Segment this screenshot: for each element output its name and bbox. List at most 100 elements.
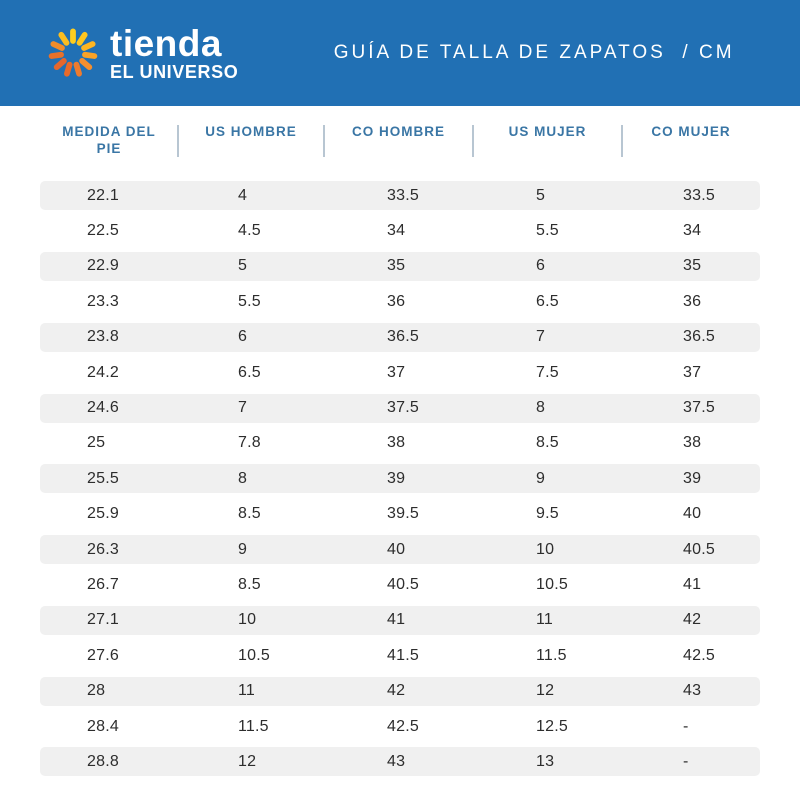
table-row: 27.1 10 41 11 42 bbox=[40, 603, 760, 638]
table-row: 28.8 12 43 13 - bbox=[40, 744, 760, 779]
table-row: 24.6 7 37.5 8 37.5 bbox=[40, 390, 760, 425]
table-cell: 38 bbox=[387, 434, 406, 452]
table-cell: 6 bbox=[238, 328, 248, 346]
column-header-medida-del-pie: MEDIDA DEL PIE bbox=[62, 124, 156, 156]
brand-wordmark: tienda EL UNIVERSO bbox=[110, 25, 238, 81]
table-row: 25.9 8.5 39.5 9.5 40 bbox=[40, 497, 760, 532]
table-cell: 39 bbox=[683, 469, 702, 487]
table-cell: 38 bbox=[683, 434, 702, 452]
table-row: 23.3 5.5 36 6.5 36 bbox=[40, 284, 760, 319]
table-row: 25 7.8 38 8.5 38 bbox=[40, 426, 760, 461]
column-header-us-hombre: US HOMBRE bbox=[205, 124, 297, 139]
table-cell: 41 bbox=[683, 575, 702, 593]
table-cell: 34 bbox=[683, 222, 702, 240]
table-cell: 28.8 bbox=[87, 752, 119, 770]
table-cell: 23.8 bbox=[87, 328, 119, 346]
table-cell: 39.5 bbox=[387, 505, 419, 523]
table-row-band: 26.7 8.5 40.5 10.5 41 bbox=[40, 570, 760, 599]
table-cell: 37 bbox=[683, 363, 702, 381]
header-divider bbox=[323, 125, 325, 157]
table-cell: 36 bbox=[387, 292, 406, 310]
table-cell: 7 bbox=[536, 328, 546, 346]
table-cell: 8 bbox=[536, 399, 546, 417]
table-cell: 5 bbox=[536, 186, 546, 204]
table-row: 24.2 6.5 37 7.5 37 bbox=[40, 355, 760, 390]
table-cell: 35 bbox=[387, 257, 406, 275]
header-divider bbox=[621, 125, 623, 157]
table-cell: 26.3 bbox=[87, 540, 119, 558]
table-cell: 43 bbox=[387, 752, 406, 770]
size-table-body: 22.1 4 33.5 5 33.5 22.5 4.5 34 5.5 34 22.9 5 35 6 35 23… bbox=[40, 178, 760, 780]
table-cell: 25 bbox=[87, 434, 106, 452]
table-row-band: 25.9 8.5 39.5 9.5 40 bbox=[40, 500, 760, 529]
table-cell: 5 bbox=[238, 257, 248, 275]
table-cell: 5.5 bbox=[238, 292, 261, 310]
table-row-band: 28.4 11.5 42.5 12.5 - bbox=[40, 712, 760, 741]
table-row: 26.7 8.5 40.5 10.5 41 bbox=[40, 567, 760, 602]
sun-logo-icon bbox=[48, 28, 98, 77]
table-row-band: 26.3 9 40 10 40.5 bbox=[40, 535, 760, 565]
table-row-band: 25.5 8 39 9 39 bbox=[40, 464, 760, 494]
table-row-band: 22.9 5 35 6 35 bbox=[40, 251, 760, 281]
table-cell: - bbox=[683, 717, 689, 735]
table-row: 28.4 11.5 42.5 12.5 - bbox=[40, 709, 760, 744]
table-row: 22.9 5 35 6 35 bbox=[40, 249, 760, 284]
table-cell: 10 bbox=[238, 611, 257, 629]
table-cell: 8.5 bbox=[238, 575, 261, 593]
table-cell: 6.5 bbox=[536, 292, 559, 310]
table-row: 23.8 6 36.5 7 36.5 bbox=[40, 320, 760, 355]
table-row-band: 24.6 7 37.5 8 37.5 bbox=[40, 393, 760, 423]
table-cell: 37.5 bbox=[387, 399, 419, 417]
table-cell: 42 bbox=[387, 682, 406, 700]
table-cell: 42 bbox=[683, 611, 702, 629]
top-banner: tienda EL UNIVERSO GUÍA DE TALLA DE ZAPA… bbox=[0, 0, 800, 106]
table-cell: 41 bbox=[387, 611, 406, 629]
brand-name-top: tienda bbox=[110, 23, 222, 64]
table-row: 27.6 10.5 41.5 11.5 42.5 bbox=[40, 638, 760, 673]
table-row-band: 23.8 6 36.5 7 36.5 bbox=[40, 322, 760, 352]
table-cell: 43 bbox=[683, 682, 702, 700]
table-cell: 26.7 bbox=[87, 575, 119, 593]
table-cell: 8.5 bbox=[238, 505, 261, 523]
table-cell: 33.5 bbox=[387, 186, 419, 204]
table-cell: 11 bbox=[536, 611, 554, 629]
table-row: 22.5 4.5 34 5.5 34 bbox=[40, 213, 760, 248]
table-cell: 8 bbox=[238, 469, 248, 487]
table-cell: 6.5 bbox=[238, 363, 261, 381]
column-header-co-hombre: CO HOMBRE bbox=[352, 124, 445, 139]
table-cell: 27.6 bbox=[87, 646, 119, 664]
table-row-band: 23.3 5.5 36 6.5 36 bbox=[40, 287, 760, 316]
table-cell: 11.5 bbox=[536, 646, 567, 664]
brand-logo: tienda EL UNIVERSO bbox=[45, 25, 238, 81]
table-cell: 22.5 bbox=[87, 222, 119, 240]
table-cell: 11 bbox=[238, 682, 256, 700]
table-cell: 35 bbox=[683, 257, 702, 275]
table-header-row: MEDIDA DEL PIE US HOMBRE CO HOMBRE US MU… bbox=[40, 106, 760, 178]
table-row: 25.5 8 39 9 39 bbox=[40, 461, 760, 496]
table-row: 26.3 9 40 10 40.5 bbox=[40, 532, 760, 567]
table-cell: 42.5 bbox=[387, 717, 419, 735]
table-cell: 6 bbox=[536, 257, 546, 275]
table-cell: 40 bbox=[683, 505, 702, 523]
table-cell: 10 bbox=[536, 540, 555, 558]
table-cell: 36 bbox=[683, 292, 702, 310]
table-cell: 9 bbox=[238, 540, 248, 558]
table-cell: 10.5 bbox=[238, 646, 270, 664]
table-cell: 22.9 bbox=[87, 257, 119, 275]
table-row-band: 22.1 4 33.5 5 33.5 bbox=[40, 181, 760, 211]
table-cell: 28.4 bbox=[87, 717, 119, 735]
table-cell: 25.5 bbox=[87, 469, 119, 487]
table-row-band: 24.2 6.5 37 7.5 37 bbox=[40, 358, 760, 387]
table-cell: 22.1 bbox=[87, 186, 119, 204]
table-cell: 36.5 bbox=[387, 328, 419, 346]
table-cell: 37 bbox=[387, 363, 406, 381]
table-row-band: 22.5 4.5 34 5.5 34 bbox=[40, 217, 760, 246]
table-cell: 12 bbox=[238, 752, 257, 770]
table-row-band: 27.1 10 41 11 42 bbox=[40, 605, 760, 635]
column-header-co-mujer: CO MUJER bbox=[651, 124, 731, 139]
header-divider bbox=[472, 125, 474, 157]
table-cell: 40 bbox=[387, 540, 406, 558]
table-cell: 33.5 bbox=[683, 186, 715, 204]
table-cell: 7.5 bbox=[536, 363, 559, 381]
